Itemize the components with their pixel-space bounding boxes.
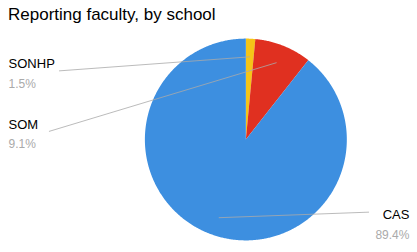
- svg-text:SOM: SOM: [9, 117, 39, 132]
- svg-text:SONHP: SONHP: [9, 56, 55, 71]
- svg-text:89.4%: 89.4%: [375, 228, 409, 242]
- svg-text:1.5%: 1.5%: [9, 77, 37, 91]
- html-text:Reporting faculty, by school: Reporting faculty, by school: [8, 5, 216, 24]
- svg-text:CAS: CAS: [383, 207, 410, 222]
- svg-text:9.1%: 9.1%: [9, 137, 37, 151]
